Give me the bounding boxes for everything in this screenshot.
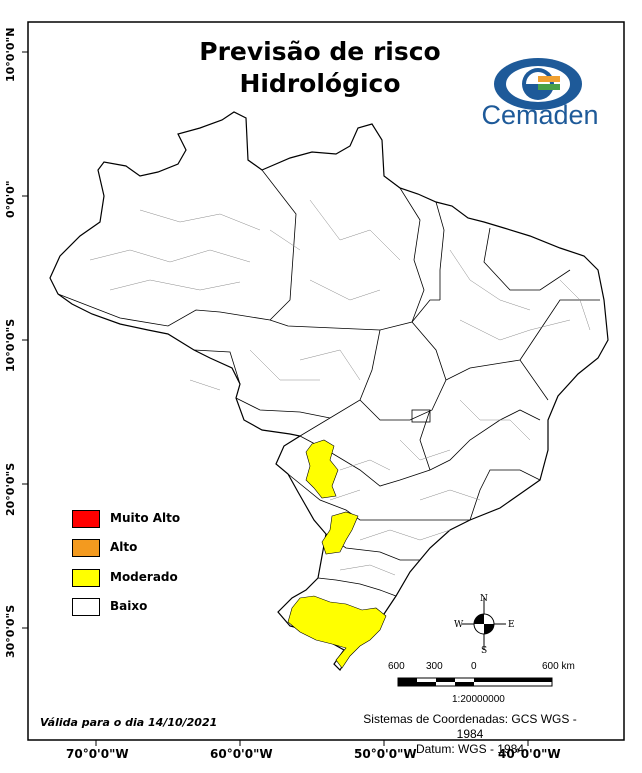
compass-rose-icon: [462, 598, 506, 650]
legend-swatch: [72, 569, 100, 587]
risk-areas: [287, 439, 387, 669]
scale-label-0: 0: [471, 661, 477, 672]
legend-label: Muito Alto: [110, 511, 181, 525]
risk-area-rs: [287, 595, 387, 669]
map-title-line1: Previsão de risco: [199, 37, 441, 66]
legend-label: Baixo: [110, 599, 148, 613]
compass-north: N: [480, 594, 488, 604]
legend-swatch: [72, 598, 100, 616]
brazil-outline: [49, 111, 609, 671]
scale-label-300: 300: [426, 661, 443, 672]
map-title: Previsão de risco Hidrológico: [150, 36, 490, 100]
scale-label-600-km: 600 km: [542, 661, 575, 672]
latitude-label-10s: 10°0'0"S: [4, 318, 17, 372]
longitude-label-70w: 70°0'0"W: [66, 747, 129, 761]
basin-lines: [89, 199, 591, 576]
longitude-label-40w: 40°0'0"W: [498, 747, 561, 761]
compass-west: W: [454, 620, 464, 630]
latitude-label-20s: 20°0'0"S: [4, 462, 17, 516]
legend-label: Moderado: [110, 570, 178, 584]
coordinate-system-line1: Sistemas de Coordenadas: GCS WGS - 1984: [363, 712, 577, 741]
latitude-label-0: 0°0'0": [4, 180, 17, 218]
validity-date: Válida para o dia 14/10/2021: [40, 716, 218, 729]
latitude-label-10n: 10°0'0"N: [4, 27, 17, 82]
compass-south: S: [481, 646, 488, 656]
compass-east: E: [508, 620, 515, 630]
latitude-label-30s: 30°0'0"S: [4, 604, 17, 658]
longitude-label-60w: 60°0'0"W: [210, 747, 273, 761]
map-title-line2: Hidrológico: [239, 69, 401, 98]
risk-area-ms-north: [305, 439, 339, 499]
scale-ratio: 1:20000000: [452, 694, 505, 705]
coordinate-system: Sistemas de Coordenadas: GCS WGS - 1984 …: [350, 712, 590, 757]
cemaden-logo-icon: [494, 58, 582, 110]
longitude-label-50w: 50°0'0"W: [354, 747, 417, 761]
legend-label: Alto: [110, 540, 138, 554]
legend-swatch: [72, 510, 100, 528]
coordinate-system-line2: Datum: WGS - 1984: [415, 742, 525, 756]
scale-label-600-left: 600: [388, 661, 405, 672]
cemaden-logo-text: Cemaden: [481, 100, 599, 130]
graticule-ticks: [22, 51, 529, 746]
legend-swatch: [72, 539, 100, 557]
scale-bar: [397, 677, 553, 687]
risk-area-ms-south: [321, 511, 359, 555]
state-borders: [57, 159, 600, 597]
